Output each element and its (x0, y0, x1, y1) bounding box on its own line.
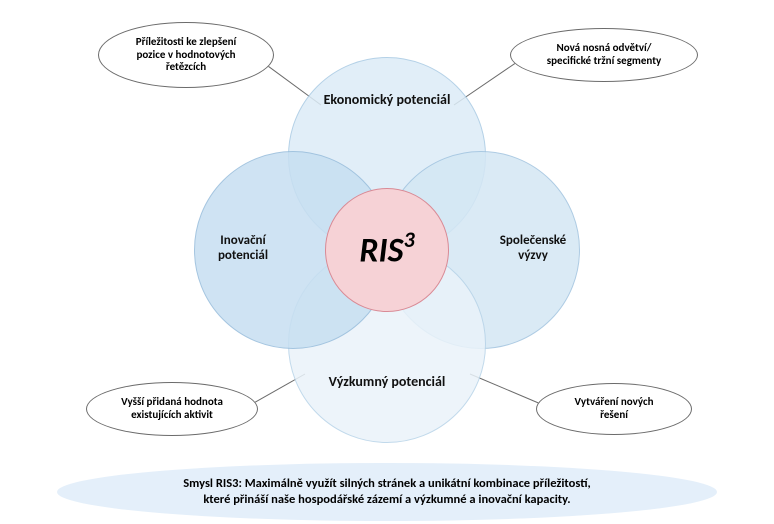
diagram-stage: Ekonomický potenciál Společenské výzvy V… (0, 0, 774, 524)
bottom-banner: Smysl RIS3: Maximálně využít silných str… (57, 463, 717, 521)
center-label-text: RIS (359, 231, 403, 272)
callout-bottom-left: Vyšší přidaná hodnota existujících aktiv… (86, 382, 258, 436)
petal-bottom-label: Výzkumný potenciál (307, 374, 467, 390)
center-circle: RIS3 (325, 188, 449, 312)
connector-bottom-right (470, 374, 538, 403)
petal-left-label: Inovační potenciál (163, 234, 323, 264)
center-label-sup: 3 (403, 226, 414, 253)
callout-bottom-right: Vytváření nových řešení (536, 383, 692, 435)
petal-right-label: Společenské výzvy (453, 234, 613, 264)
callout-top-right: Nová nosná odvětví/ specifické tržní seg… (510, 28, 698, 82)
petal-top-label: Ekonomický potenciál (307, 92, 467, 108)
center-label: RIS3 (359, 231, 414, 268)
callout-top-left: Příležitosti ke zlepšení pozice v hodnot… (98, 22, 274, 88)
